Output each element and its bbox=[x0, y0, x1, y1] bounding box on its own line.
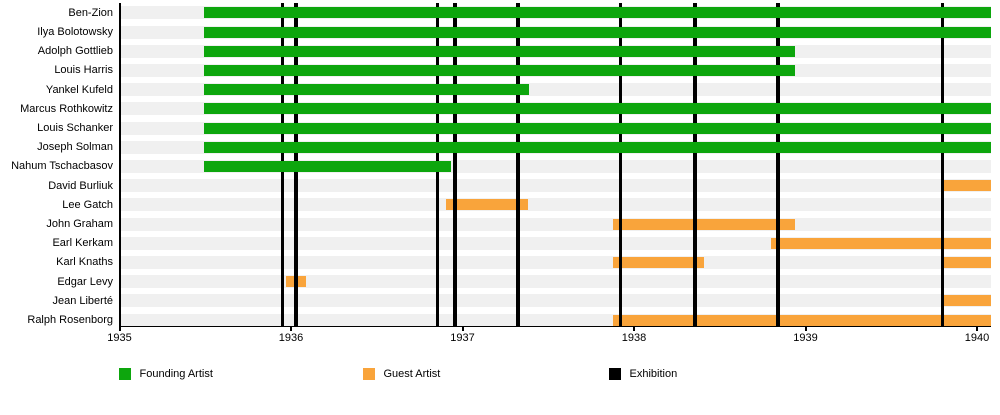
legend-label: Exhibition bbox=[629, 368, 678, 380]
row-label: David Burliuk bbox=[48, 179, 113, 192]
row-label: Ben-Zion bbox=[68, 6, 113, 19]
exhibition-line bbox=[453, 3, 457, 326]
legend-label: Founding Artist bbox=[139, 368, 213, 380]
row-label: Edgar Levy bbox=[57, 275, 113, 288]
guest-artist-bar bbox=[771, 237, 991, 249]
row-label: Karl Knaths bbox=[56, 256, 113, 269]
founding-artist-bar bbox=[203, 84, 530, 96]
row-label: Louis Schanker bbox=[37, 122, 113, 134]
row-label: Earl Kerkam bbox=[52, 237, 113, 250]
row-label: Lee Gatch bbox=[62, 198, 113, 211]
guest-artist-bar bbox=[612, 218, 796, 230]
axis-tick bbox=[976, 326, 978, 331]
founding-artist-bar bbox=[203, 64, 796, 76]
axis-tick bbox=[633, 326, 635, 331]
exhibition-swatch bbox=[608, 368, 621, 380]
founding-artist-bar bbox=[203, 45, 796, 57]
exhibition-line bbox=[516, 3, 520, 326]
axis-tick-label: 1939 bbox=[793, 332, 818, 344]
row-label: Ilya Bolotowsky bbox=[37, 26, 113, 38]
axis-tick bbox=[461, 326, 464, 331]
axis-tick bbox=[804, 326, 807, 331]
founding-artist-bar bbox=[203, 7, 991, 19]
row-label: Marcus Rothkowitz bbox=[20, 102, 113, 115]
exhibition-line bbox=[776, 3, 780, 326]
row-label: Joseph Solman bbox=[37, 141, 113, 154]
legend-label: Guest Artist bbox=[383, 368, 441, 380]
founding-artist-bar bbox=[203, 122, 991, 134]
row-stripe bbox=[120, 294, 991, 308]
axis-tick bbox=[290, 326, 292, 331]
row-label: Yankel Kufeld bbox=[45, 83, 113, 96]
row-stripe bbox=[120, 255, 991, 269]
guest-artist-bar bbox=[940, 180, 991, 192]
row-stripe bbox=[120, 217, 991, 231]
row-label: Nahum Tschacbasov bbox=[11, 160, 113, 173]
exhibition-line bbox=[618, 3, 623, 326]
axis-tick-label: 1940 bbox=[964, 332, 990, 344]
guest-artist-bar bbox=[942, 256, 991, 268]
row-label: Jean Liberté bbox=[52, 294, 113, 307]
axis-tick bbox=[118, 326, 121, 331]
founding-artist-bar bbox=[203, 103, 991, 115]
row-stripe bbox=[120, 275, 991, 289]
row-label: Louis Harris bbox=[54, 64, 113, 77]
row-stripe bbox=[120, 179, 991, 193]
axis-tick-label: 1936 bbox=[278, 332, 304, 344]
axis-tick-label: 1937 bbox=[450, 332, 475, 344]
row-label: Adolph Gottlieb bbox=[37, 45, 113, 58]
guest-artist-bar bbox=[942, 295, 991, 307]
founding-artist-bar bbox=[203, 160, 452, 172]
founding-swatch bbox=[118, 368, 131, 380]
row-label: John Graham bbox=[46, 218, 113, 230]
row-label: Ralph Rosenborg bbox=[27, 314, 113, 326]
founding-artist-bar bbox=[203, 141, 991, 153]
exhibition-line bbox=[940, 3, 945, 326]
guest-artist-bar bbox=[446, 199, 528, 211]
guest-swatch bbox=[362, 368, 375, 380]
axis-tick-label: 1938 bbox=[621, 332, 647, 344]
guest-artist-bar bbox=[612, 314, 991, 326]
y-axis-line bbox=[118, 3, 121, 326]
axis-tick-label: 1935 bbox=[107, 332, 132, 344]
exhibition-line bbox=[693, 3, 697, 326]
row-stripe bbox=[120, 198, 991, 212]
founding-artist-bar bbox=[203, 26, 991, 38]
guest-artist-bar bbox=[612, 256, 705, 268]
x-axis-line bbox=[118, 325, 991, 327]
